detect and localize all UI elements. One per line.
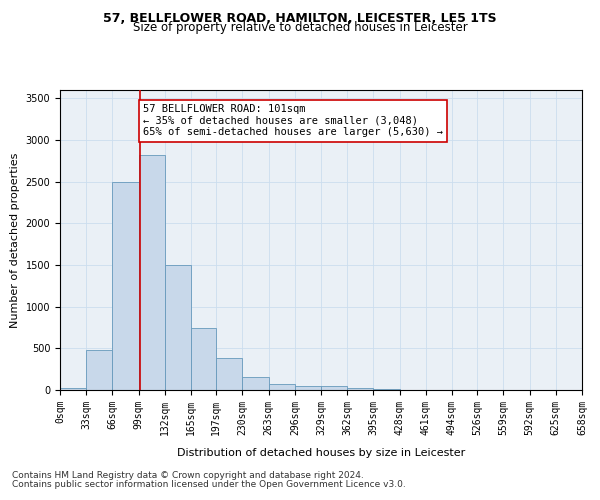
Bar bbox=[295, 386, 321, 390]
Text: Contains public sector information licensed under the Open Government Licence v3: Contains public sector information licen… bbox=[12, 480, 406, 489]
Bar bbox=[269, 384, 295, 390]
Y-axis label: Number of detached properties: Number of detached properties bbox=[10, 152, 20, 328]
Bar bbox=[216, 358, 242, 390]
Bar bbox=[191, 328, 216, 390]
Bar bbox=[60, 388, 86, 390]
Bar bbox=[242, 377, 269, 390]
Bar bbox=[373, 389, 400, 390]
Bar bbox=[165, 265, 191, 390]
Bar bbox=[139, 155, 165, 390]
Text: Contains HM Land Registry data © Crown copyright and database right 2024.: Contains HM Land Registry data © Crown c… bbox=[12, 471, 364, 480]
Text: Size of property relative to detached houses in Leicester: Size of property relative to detached ho… bbox=[133, 21, 467, 34]
Text: 57, BELLFLOWER ROAD, HAMILTON, LEICESTER, LE5 1TS: 57, BELLFLOWER ROAD, HAMILTON, LEICESTER… bbox=[103, 12, 497, 26]
Text: Distribution of detached houses by size in Leicester: Distribution of detached houses by size … bbox=[177, 448, 465, 458]
Bar bbox=[112, 182, 139, 390]
Bar bbox=[321, 386, 347, 390]
Text: 57 BELLFLOWER ROAD: 101sqm
← 35% of detached houses are smaller (3,048)
65% of s: 57 BELLFLOWER ROAD: 101sqm ← 35% of deta… bbox=[143, 104, 443, 138]
Bar bbox=[347, 388, 373, 390]
Bar bbox=[86, 350, 112, 390]
